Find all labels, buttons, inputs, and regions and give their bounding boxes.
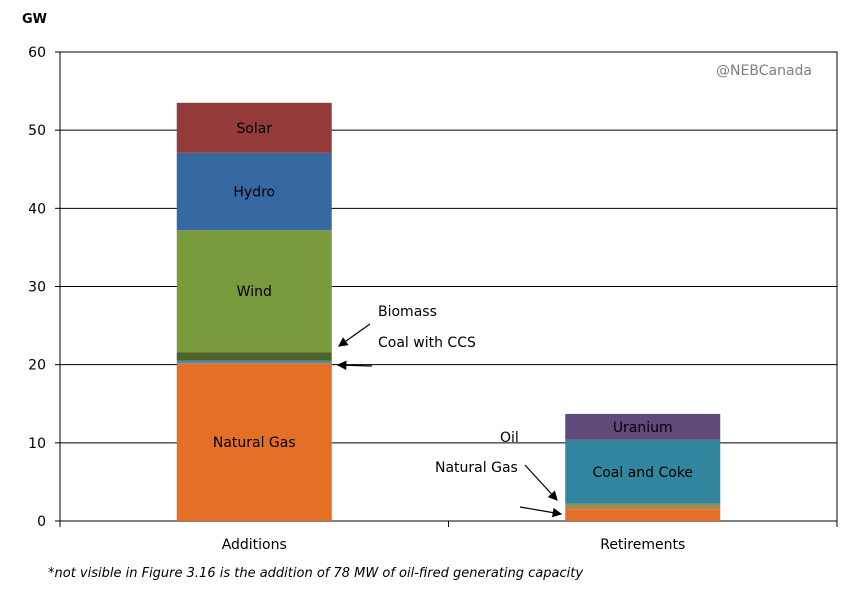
watermark: @NEBCanada xyxy=(716,63,812,79)
annotation-arrow xyxy=(524,464,558,501)
segment-label: Uranium xyxy=(613,420,673,436)
annotation-biomass: Biomass xyxy=(378,304,437,320)
segment-label: Natural Gas xyxy=(213,435,296,451)
annotation-natural-gas: Natural Gas xyxy=(435,460,518,476)
y-tick-label: 20 xyxy=(28,358,46,374)
annotation-arrow xyxy=(519,506,563,518)
bar-segment-coal-and-coke xyxy=(565,439,721,504)
y-tick-label: 40 xyxy=(28,201,46,217)
annotation-coal-ccs: Coal with CCS xyxy=(378,335,476,351)
segment-label: Hydro xyxy=(233,185,275,201)
x-tick-label: Additions xyxy=(222,537,287,553)
bar-segment-hydro xyxy=(176,152,332,231)
annotation-arrow xyxy=(338,323,371,347)
bar-segment-natural-gas xyxy=(565,509,721,521)
bar-segment-coal-with-ccs xyxy=(176,360,332,364)
y-axis-label: GW xyxy=(22,12,47,27)
bar-segment-oil xyxy=(565,503,721,510)
y-tick-label: 0 xyxy=(37,514,46,530)
footnote: *not visible in Figure 3.16 is the addit… xyxy=(48,566,584,581)
segment-label: Wind xyxy=(237,284,272,300)
y-tick-label: 10 xyxy=(28,436,46,452)
segment-label: Coal and Coke xyxy=(592,465,693,481)
y-tick-label: 60 xyxy=(28,45,46,61)
bar-segment-biomass xyxy=(176,352,332,361)
y-tick-label: 30 xyxy=(28,280,46,296)
x-tick-label: Retirements xyxy=(600,537,685,553)
bar-segment-natural-gas xyxy=(176,363,332,521)
y-tick-label: 50 xyxy=(28,123,46,139)
annotation-oil: Oil xyxy=(500,430,519,446)
bar-segment-uranium xyxy=(565,413,721,440)
bar-segment-solar xyxy=(176,102,332,153)
segment-label: Solar xyxy=(236,121,272,137)
bar-segment-wind xyxy=(176,230,332,353)
annotation-arrow xyxy=(336,360,373,371)
